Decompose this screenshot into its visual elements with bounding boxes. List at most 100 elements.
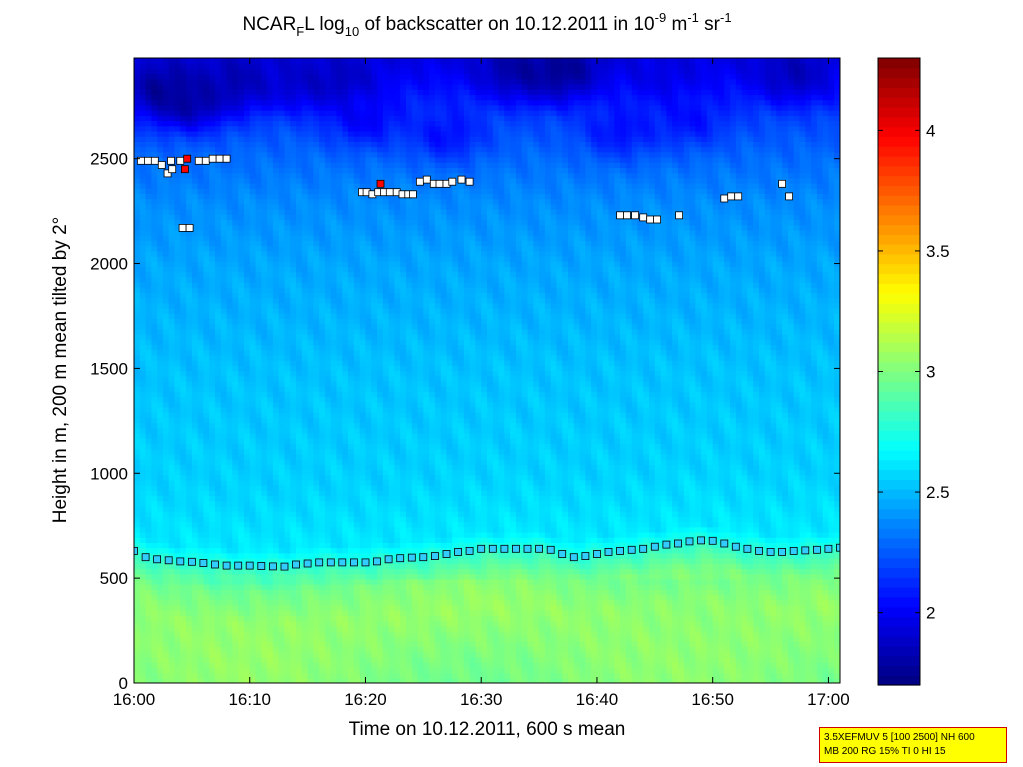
heatmap-cell (203, 209, 210, 215)
heatmap-cell (313, 308, 320, 314)
heatmap-cell (359, 203, 367, 210)
heatmap-cell (342, 641, 349, 648)
heatmap-cell (134, 584, 141, 590)
heatmap-cell (139, 334, 147, 340)
heatmap-cell (261, 99, 268, 106)
heatmap-cell (197, 203, 205, 210)
heatmap-cell (371, 547, 378, 554)
heatmap-cell (324, 391, 332, 398)
heatmap-cell (151, 459, 158, 465)
heatmap-cell (336, 235, 343, 241)
heatmap-cell (139, 417, 147, 424)
heatmap-cell (232, 162, 239, 168)
heatmap-cell (243, 662, 251, 668)
heatmap-cell (145, 151, 152, 158)
heatmap-cell (215, 250, 222, 257)
heatmap-cell (278, 198, 286, 205)
heatmap-cell (139, 78, 147, 85)
heatmap-cell (284, 250, 291, 257)
heatmap-cell (249, 125, 257, 132)
heatmap-cell (336, 104, 343, 111)
heatmap-cell (301, 427, 309, 434)
heatmap-cell (290, 287, 297, 293)
heatmap-cell (209, 281, 216, 288)
heatmap-cell (180, 401, 187, 408)
heatmap-cell (267, 427, 274, 434)
heatmap-cell (336, 589, 343, 596)
heatmap-cell (319, 526, 326, 533)
heatmap-cell (220, 391, 228, 398)
heatmap-cell (174, 495, 181, 502)
heatmap-cell (174, 615, 181, 622)
heatmap-cell (139, 339, 147, 346)
heatmap-cell (296, 386, 303, 392)
heatmap-cell (267, 78, 274, 85)
heatmap-cell (238, 73, 245, 80)
heatmap-cell (168, 662, 176, 668)
heatmap-cell (353, 183, 361, 189)
heatmap-cell (151, 537, 158, 543)
heatmap-cell (324, 130, 332, 137)
heatmap-cell (330, 78, 338, 85)
heatmap-cell (324, 547, 332, 554)
heatmap-cell (290, 453, 297, 460)
heatmap-cell (301, 537, 309, 543)
heatmap-cell (243, 84, 251, 90)
heatmap-cell (296, 656, 303, 663)
heatmap-cell (191, 73, 199, 80)
heatmap-cell (319, 292, 326, 299)
heatmap-cell (296, 63, 303, 70)
heatmap-cell (151, 615, 158, 622)
heatmap-cell (319, 516, 326, 523)
heatmap-cell (336, 193, 343, 200)
heatmap-cell (134, 433, 141, 439)
heatmap-cell (168, 667, 176, 674)
heatmap-cell (168, 360, 176, 366)
heatmap-cell (324, 500, 332, 507)
heatmap-cell (151, 344, 158, 351)
heatmap-cell (313, 177, 320, 184)
heatmap-cell (174, 380, 181, 387)
heatmap-cell (139, 292, 147, 299)
heatmap-cell (220, 604, 228, 611)
heatmap-cell (151, 78, 158, 85)
heatmap-cell (180, 604, 187, 611)
heatmap-cell (215, 448, 222, 455)
heatmap-cell (365, 531, 372, 538)
heatmap-cell (215, 344, 222, 351)
heatmap-cell (301, 604, 309, 611)
heatmap-cell (336, 94, 343, 101)
heatmap-cell (261, 391, 268, 398)
heatmap-cell (220, 115, 228, 122)
heatmap-cell (261, 73, 268, 80)
heatmap-cell (278, 344, 286, 351)
heatmap-cell (284, 281, 291, 288)
heatmap-cell (284, 214, 291, 221)
heatmap-cell (157, 318, 164, 325)
heatmap-cell (353, 610, 361, 616)
heatmap-cell (307, 474, 314, 481)
heatmap-cell (238, 620, 245, 627)
heatmap-cell (336, 276, 343, 283)
heatmap-cell (220, 63, 228, 70)
heatmap-cell (226, 380, 233, 387)
heatmap-cell (284, 89, 291, 96)
heatmap-cell (272, 505, 280, 512)
heatmap-cell (324, 625, 332, 632)
heatmap-cell (203, 183, 210, 189)
heatmap-cell (359, 537, 367, 543)
heatmap-cell (243, 58, 251, 64)
heatmap-cell (290, 198, 297, 205)
heatmap-cell (151, 209, 158, 215)
heatmap-cell (267, 151, 274, 158)
heatmap-cell (215, 396, 222, 403)
heatmap-cell (157, 266, 164, 273)
heatmap-cell (359, 412, 367, 418)
heatmap-cell (203, 151, 210, 158)
heatmap-cell (174, 250, 181, 257)
heatmap-cell (272, 360, 280, 366)
heatmap-cell (342, 615, 349, 622)
heatmap-cell (319, 365, 326, 372)
heatmap-cell (255, 235, 262, 241)
heatmap-cell (267, 271, 274, 278)
